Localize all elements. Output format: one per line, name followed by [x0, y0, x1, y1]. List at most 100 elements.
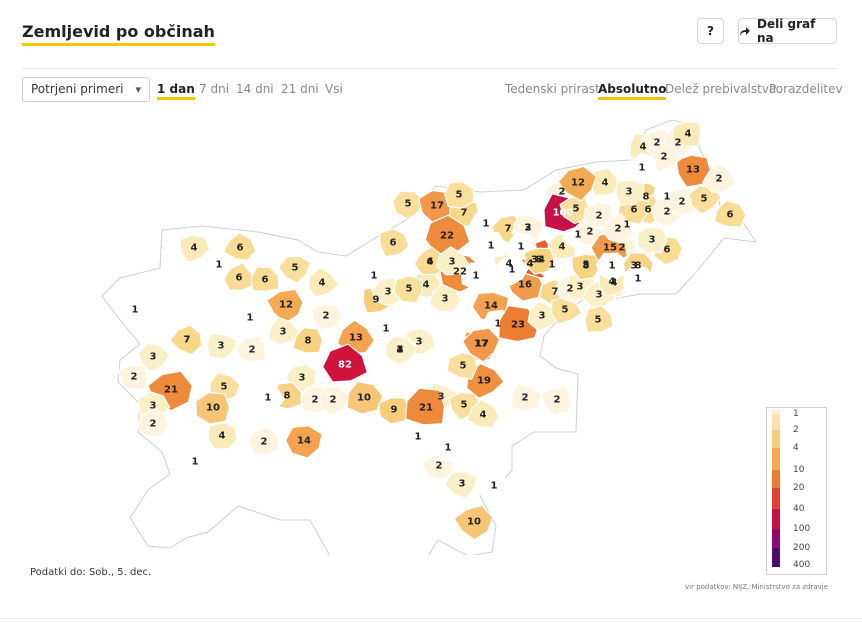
municipality-shape[interactable]: [615, 179, 646, 206]
municipality-shape[interactable]: [460, 262, 491, 290]
municipality[interactable]: [222, 232, 257, 262]
municipality[interactable]: [672, 121, 702, 147]
municipality[interactable]: [701, 162, 737, 193]
municipality[interactable]: [714, 199, 747, 228]
municipality[interactable]: [346, 380, 384, 415]
municipality-shape[interactable]: [178, 447, 209, 477]
municipality-shape[interactable]: [137, 342, 171, 374]
municipality-shape[interactable]: [584, 304, 614, 333]
municipality[interactable]: [137, 342, 171, 374]
tab-vsi[interactable]: Vsi: [325, 82, 343, 96]
municipality-shape[interactable]: [479, 471, 510, 499]
municipality[interactable]: [232, 304, 264, 333]
municipality[interactable]: [435, 246, 470, 276]
tab-tedenski-prirast[interactable]: Tedenski prirast: [505, 82, 600, 96]
municipality-shape[interactable]: [443, 180, 475, 209]
municipality[interactable]: [178, 447, 209, 477]
municipality-shape[interactable]: [119, 295, 149, 323]
municipality-shape[interactable]: [474, 231, 506, 259]
municipality-shape[interactable]: [169, 324, 203, 356]
municipality-shape[interactable]: [523, 247, 556, 275]
municipality[interactable]: [636, 226, 668, 254]
municipality[interactable]: [292, 326, 324, 354]
municipality[interactable]: [207, 422, 238, 450]
municipality[interactable]: [460, 262, 491, 290]
municipality-shape[interactable]: [310, 303, 343, 332]
municipality[interactable]: [316, 386, 350, 416]
municipality[interactable]: [583, 201, 614, 230]
municipality[interactable]: [169, 324, 203, 356]
municipality-shape[interactable]: [250, 266, 280, 293]
municipality-shape[interactable]: [622, 263, 655, 294]
municipality-shape[interactable]: [557, 165, 598, 202]
municipality-shape[interactable]: [672, 121, 702, 147]
help-button[interactable]: ?: [697, 18, 724, 44]
municipality-shape[interactable]: [559, 195, 590, 225]
municipality[interactable]: [584, 304, 614, 333]
municipality[interactable]: [479, 471, 510, 499]
municipality-shape[interactable]: [284, 425, 323, 459]
municipality[interactable]: [430, 432, 465, 462]
municipality-shape[interactable]: [370, 315, 401, 343]
municipality-shape[interactable]: [461, 327, 501, 363]
municipality-shape[interactable]: [292, 326, 324, 354]
municipality[interactable]: [474, 231, 506, 259]
municipality[interactable]: [404, 387, 446, 426]
municipality-shape[interactable]: [316, 386, 350, 416]
municipality-shape[interactable]: [235, 335, 267, 363]
municipality[interactable]: [247, 426, 280, 457]
municipality-shape[interactable]: [453, 504, 494, 541]
municipality[interactable]: [322, 343, 369, 383]
municipality-shape[interactable]: [624, 152, 657, 183]
municipality-shape[interactable]: [379, 227, 410, 258]
municipality[interactable]: [523, 247, 556, 275]
municipality-shape[interactable]: [267, 316, 301, 346]
municipality-shape[interactable]: [430, 432, 465, 462]
municipality-shape[interactable]: [600, 213, 635, 244]
municipality[interactable]: [118, 364, 148, 391]
municipality[interactable]: [393, 275, 424, 304]
municipality-shape[interactable]: [714, 199, 747, 228]
municipality[interactable]: [136, 408, 169, 438]
municipality-shape[interactable]: [252, 382, 286, 413]
municipality[interactable]: [379, 227, 410, 258]
municipality[interactable]: [206, 332, 238, 361]
municipality[interactable]: [310, 303, 343, 332]
municipality[interactable]: [307, 267, 340, 299]
metric-select[interactable]: Potrjeni primeri ▾: [22, 77, 150, 102]
municipality[interactable]: [446, 351, 478, 380]
municipality-shape[interactable]: [136, 408, 169, 438]
tab-delez-prebivalstva[interactable]: Delež prebivalstva: [665, 82, 777, 96]
tab-porazdelitev[interactable]: Porazdelitev: [769, 82, 843, 96]
tab-7-dni[interactable]: 7 dni: [199, 82, 230, 96]
municipality[interactable]: [205, 252, 234, 280]
municipality[interactable]: [384, 335, 418, 366]
municipality[interactable]: [370, 315, 401, 343]
municipality-shape[interactable]: [247, 426, 280, 457]
tab-21-dni[interactable]: 21 dni: [281, 82, 319, 96]
municipality-shape[interactable]: [429, 283, 462, 313]
municipality[interactable]: [510, 383, 543, 412]
municipality-shape[interactable]: [435, 246, 470, 276]
municipality[interactable]: [392, 190, 425, 221]
municipality[interactable]: [624, 152, 657, 183]
municipality-shape[interactable]: [583, 201, 614, 230]
municipality-shape[interactable]: [222, 232, 257, 262]
municipality-shape[interactable]: [649, 141, 682, 173]
municipality[interactable]: [277, 255, 312, 284]
municipality-shape[interactable]: [223, 262, 256, 291]
municipality[interactable]: [453, 504, 494, 541]
municipality-shape[interactable]: [466, 399, 501, 429]
municipality-shape[interactable]: [346, 380, 384, 415]
municipality[interactable]: [284, 425, 323, 459]
municipality[interactable]: [600, 213, 635, 244]
municipality-shape[interactable]: [446, 351, 478, 380]
municipality-shape[interactable]: [307, 267, 340, 299]
municipality[interactable]: [250, 266, 280, 293]
municipality-shape[interactable]: [510, 383, 543, 412]
municipality[interactable]: [615, 179, 646, 206]
municipality[interactable]: [195, 391, 231, 425]
municipality[interactable]: [649, 141, 682, 173]
municipality[interactable]: [179, 234, 211, 264]
municipality-shape[interactable]: [636, 226, 668, 254]
